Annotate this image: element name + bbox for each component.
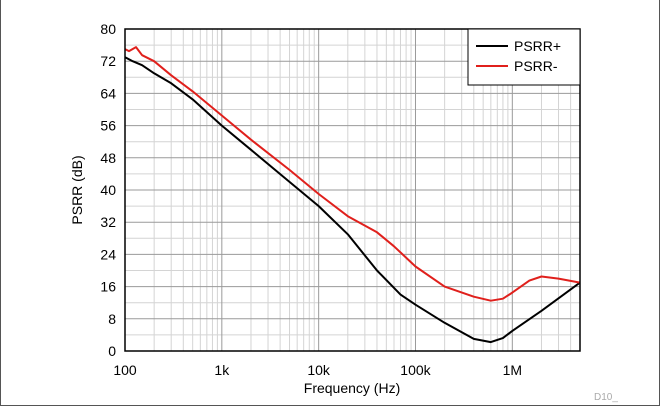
y-tick-label: 64 <box>100 85 116 101</box>
plot-area-border <box>124 28 581 352</box>
x-tick-label: 100 <box>113 362 137 378</box>
x-tick-label: 10k <box>307 362 331 378</box>
x-axis-title: Frequency (Hz) <box>304 380 400 396</box>
y-tick-label: 8 <box>108 311 116 327</box>
x-tick-label: 1M <box>503 362 522 378</box>
legend-box <box>467 28 581 86</box>
series-line-psrr-minus <box>124 46 581 302</box>
figure-id: D10_ <box>594 392 618 403</box>
legend-label-psrr-minus: PSRR- <box>514 58 558 74</box>
x-tick-labels: 100 1k 10k 100k 1M <box>113 362 522 378</box>
legend-label-psrr-plus: PSRR+ <box>514 38 561 54</box>
x-tick-label: 1k <box>214 362 230 378</box>
y-tick-label: 0 <box>108 343 116 359</box>
y-tick-labels: 0 8 16 24 32 40 48 56 64 72 80 <box>100 21 116 359</box>
y-tick-label: 16 <box>100 279 116 295</box>
y-tick-label: 72 <box>100 53 116 69</box>
x-tick-label: 100k <box>400 362 431 378</box>
y-tick-label: 24 <box>100 246 116 262</box>
y-tick-label: 56 <box>100 118 116 134</box>
legend: PSRR+ PSRR- <box>467 28 581 86</box>
series-layer <box>124 46 581 344</box>
series-line-psrr-plus <box>124 56 581 344</box>
y-tick-label: 80 <box>100 21 116 37</box>
y-tick-label: 48 <box>100 150 116 166</box>
y-tick-label: 40 <box>100 182 116 198</box>
y-axis-title: PSRR (dB) <box>69 155 85 224</box>
y-tick-label: 32 <box>100 214 116 230</box>
